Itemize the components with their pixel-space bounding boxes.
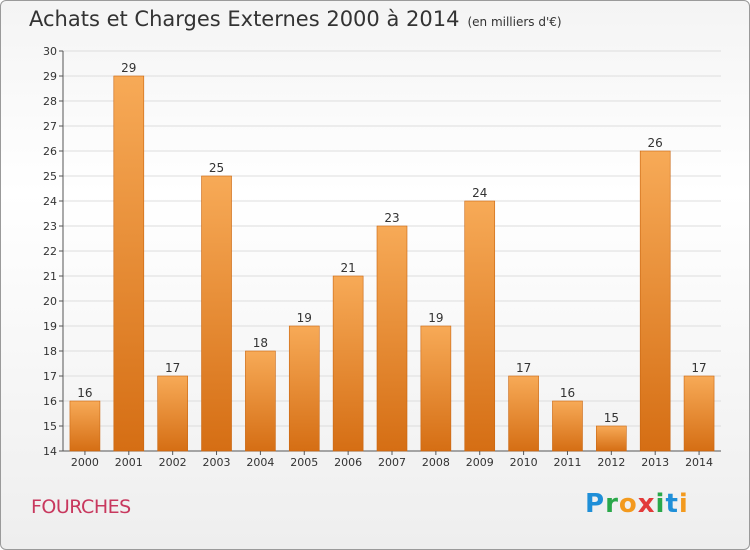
data-label: 25 bbox=[209, 161, 224, 175]
logo-letter: r bbox=[605, 489, 619, 519]
bar bbox=[552, 400, 583, 452]
y-tick-label: 27 bbox=[43, 120, 57, 133]
commune-name: FOURCHES bbox=[31, 496, 131, 518]
chart-title: Achats et Charges Externes 2000 à 2014 (e… bbox=[29, 7, 562, 31]
bar bbox=[596, 425, 627, 452]
y-tick-label: 20 bbox=[43, 295, 57, 308]
data-label: 24 bbox=[472, 186, 487, 200]
x-tick-label: 2012 bbox=[597, 456, 625, 469]
data-label: 19 bbox=[297, 311, 312, 325]
bar bbox=[332, 275, 364, 452]
logo-letter: i bbox=[655, 489, 666, 519]
logo-letter: x bbox=[637, 489, 656, 519]
x-tick-label: 2002 bbox=[159, 456, 187, 469]
y-tick-label: 25 bbox=[43, 170, 57, 183]
y-tick-label: 23 bbox=[43, 220, 57, 233]
data-label: 26 bbox=[648, 136, 663, 150]
x-tick-label: 2004 bbox=[246, 456, 274, 469]
proxiti-logo: Proxiti bbox=[585, 489, 689, 519]
y-tick-label: 30 bbox=[43, 45, 57, 58]
x-tick-label: 2008 bbox=[422, 456, 450, 469]
bar bbox=[245, 350, 276, 452]
bar bbox=[464, 200, 496, 452]
y-tick-label: 19 bbox=[43, 320, 57, 333]
x-tick-label: 2007 bbox=[378, 456, 406, 469]
y-tick-label: 17 bbox=[43, 370, 57, 383]
bar bbox=[508, 375, 539, 452]
data-label: 15 bbox=[604, 411, 619, 425]
x-tick-label: 2006 bbox=[334, 456, 362, 469]
y-tick-label: 15 bbox=[43, 420, 57, 433]
data-label: 23 bbox=[384, 211, 399, 225]
y-tick-label: 24 bbox=[43, 195, 57, 208]
y-tick-label: 14 bbox=[43, 445, 57, 458]
bar bbox=[201, 175, 232, 452]
x-tick-label: 2014 bbox=[685, 456, 713, 469]
x-tick-label: 2013 bbox=[641, 456, 669, 469]
title-text: Achats et Charges Externes 2000 à 2014 bbox=[29, 7, 460, 31]
x-tick-label: 2005 bbox=[290, 456, 318, 469]
y-tick-label: 16 bbox=[43, 395, 57, 408]
data-label: 16 bbox=[77, 386, 92, 400]
data-label: 19 bbox=[428, 311, 443, 325]
data-label: 21 bbox=[340, 261, 355, 275]
x-tick-label: 2009 bbox=[466, 456, 494, 469]
x-tick-label: 2001 bbox=[115, 456, 143, 469]
bar bbox=[288, 325, 320, 452]
bar bbox=[69, 400, 101, 452]
logo-letter: P bbox=[585, 489, 606, 519]
data-label: 18 bbox=[253, 336, 268, 350]
data-label: 16 bbox=[560, 386, 575, 400]
logo-letter: o bbox=[618, 489, 638, 519]
bar bbox=[113, 75, 145, 452]
x-tick-label: 2011 bbox=[553, 456, 581, 469]
bar bbox=[420, 325, 452, 452]
data-label: 29 bbox=[121, 61, 136, 75]
y-tick-label: 22 bbox=[43, 245, 57, 258]
bar bbox=[376, 225, 408, 452]
bar bbox=[157, 375, 188, 452]
logo-letter: t bbox=[665, 489, 679, 519]
y-tick-label: 21 bbox=[43, 270, 57, 283]
y-tick-label: 29 bbox=[43, 70, 57, 83]
chart-subtitle: (en milliers d'€) bbox=[467, 15, 562, 29]
data-label: 17 bbox=[691, 361, 706, 375]
y-tick-label: 28 bbox=[43, 95, 57, 108]
bar bbox=[683, 375, 715, 452]
data-label: 17 bbox=[516, 361, 531, 375]
bar bbox=[639, 150, 671, 452]
x-tick-label: 2000 bbox=[71, 456, 99, 469]
data-label: 17 bbox=[165, 361, 180, 375]
x-tick-label: 2010 bbox=[510, 456, 538, 469]
y-tick-label: 18 bbox=[43, 345, 57, 358]
logo-letter: i bbox=[678, 489, 689, 519]
y-tick-label: 26 bbox=[43, 145, 57, 158]
x-tick-label: 2003 bbox=[203, 456, 231, 469]
